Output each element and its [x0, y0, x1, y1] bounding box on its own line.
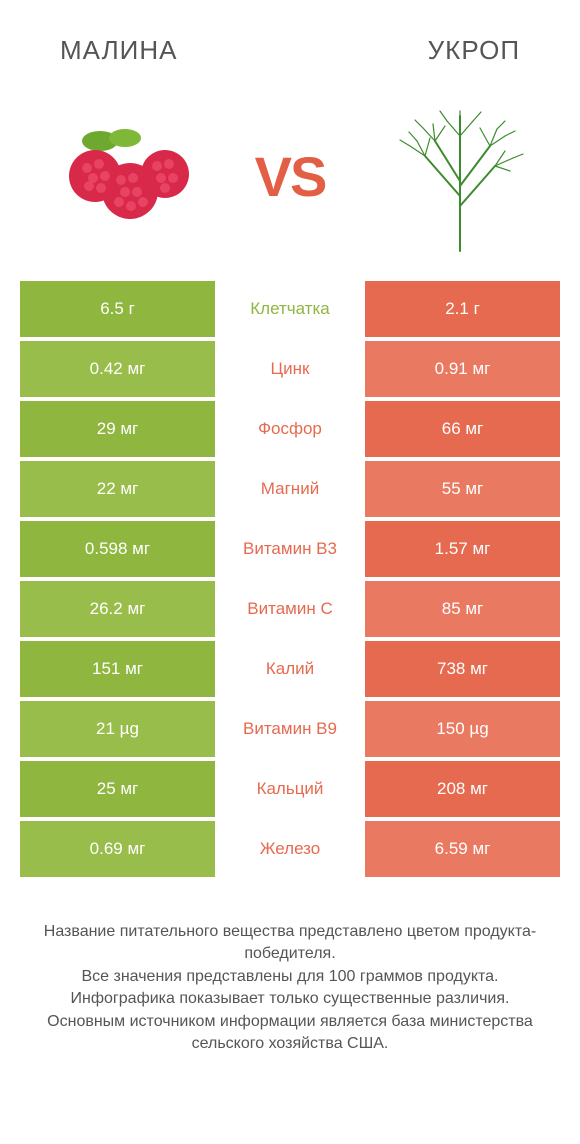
nutrient-label: Фосфор [215, 401, 365, 457]
footer-line: Название питательного вещества представл… [30, 921, 550, 966]
nutrient-label: Витамин B9 [215, 701, 365, 757]
left-value: 29 мг [20, 401, 215, 457]
left-product-image [30, 96, 210, 256]
footer-line: Основным источником информации является … [30, 1011, 550, 1056]
nutrient-label: Магний [215, 461, 365, 517]
nutrient-label: Цинк [215, 341, 365, 397]
left-value: 21 µg [20, 701, 215, 757]
nutrient-label: Калий [215, 641, 365, 697]
left-value: 22 мг [20, 461, 215, 517]
nutrient-label: Клетчатка [215, 281, 365, 337]
left-value: 151 мг [20, 641, 215, 697]
nutrient-label: Витамин C [215, 581, 365, 637]
nutrient-label: Железо [215, 821, 365, 877]
nutrient-label: Кальций [215, 761, 365, 817]
right-value: 85 мг [365, 581, 560, 637]
table-row: 22 мгМагний55 мг [20, 461, 560, 517]
right-value: 738 мг [365, 641, 560, 697]
left-value: 25 мг [20, 761, 215, 817]
right-value: 6.59 мг [365, 821, 560, 877]
table-row: 0.598 мгВитамин B31.57 мг [20, 521, 560, 577]
images-row: VS [0, 86, 580, 281]
right-product-title: УКРОП [428, 35, 520, 66]
left-value: 6.5 г [20, 281, 215, 337]
right-product-image [370, 96, 550, 256]
vs-label: VS [255, 144, 326, 209]
footer-text: Название питательного вещества представл… [0, 881, 580, 1055]
footer-line: Инфографика показывает только существенн… [30, 988, 550, 1010]
table-row: 21 µgВитамин B9150 µg [20, 701, 560, 757]
right-value: 1.57 мг [365, 521, 560, 577]
dill-icon [375, 96, 545, 256]
raspberry-icon [35, 101, 205, 251]
nutrient-label: Витамин B3 [215, 521, 365, 577]
header: МАЛИНА УКРОП [0, 0, 580, 86]
table-row: 25 мгКальций208 мг [20, 761, 560, 817]
comparison-table: 6.5 гКлетчатка2.1 г0.42 мгЦинк0.91 мг29 … [0, 281, 580, 877]
footer-line: Все значения представлены для 100 граммо… [30, 966, 550, 988]
table-row: 0.42 мгЦинк0.91 мг [20, 341, 560, 397]
right-value: 150 µg [365, 701, 560, 757]
table-row: 6.5 гКлетчатка2.1 г [20, 281, 560, 337]
left-value: 0.69 мг [20, 821, 215, 877]
right-value: 2.1 г [365, 281, 560, 337]
table-row: 151 мгКалий738 мг [20, 641, 560, 697]
left-product-title: МАЛИНА [60, 35, 177, 66]
left-value: 0.42 мг [20, 341, 215, 397]
table-row: 0.69 мгЖелезо6.59 мг [20, 821, 560, 877]
left-value: 26.2 мг [20, 581, 215, 637]
table-row: 26.2 мгВитамин C85 мг [20, 581, 560, 637]
left-value: 0.598 мг [20, 521, 215, 577]
right-value: 0.91 мг [365, 341, 560, 397]
right-value: 66 мг [365, 401, 560, 457]
right-value: 55 мг [365, 461, 560, 517]
table-row: 29 мгФосфор66 мг [20, 401, 560, 457]
right-value: 208 мг [365, 761, 560, 817]
